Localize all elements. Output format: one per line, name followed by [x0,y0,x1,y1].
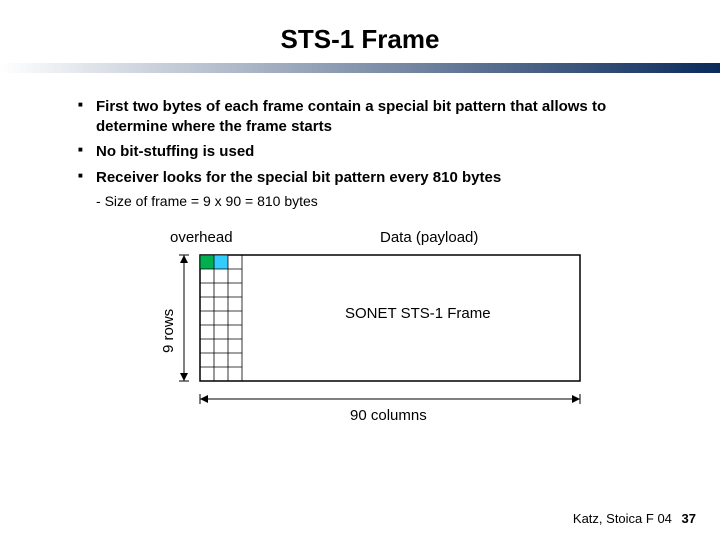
data-label: Data (payload) [380,229,478,246]
footer-text: Katz, Stoica F 04 [573,511,672,526]
overhead-label: overhead [170,229,233,246]
title-divider [0,63,720,73]
bullet-item: First two bytes of each frame contain a … [78,97,660,136]
frame-name-label: SONET STS-1 Frame [345,305,491,322]
page-number: 37 [682,511,696,526]
rows-label: 9 rows [160,309,177,353]
slide-title: STS-1 Frame [0,0,720,63]
bullet-item: Receiver looks for the special bit patte… [78,168,660,188]
sub-bullet: Size of frame = 9 x 90 = 810 bytes [60,193,660,209]
cols-label: 90 columns [350,407,427,424]
frame-figure: overhead Data (payload) SONET STS-1 Fram… [80,227,640,447]
bullet-item: No bit-stuffing is used [78,142,660,162]
bullet-list: First two bytes of each frame contain a … [60,97,660,187]
footer: Katz, Stoica F 04 37 [573,511,696,526]
content-area: First two bytes of each frame contain a … [0,73,720,447]
